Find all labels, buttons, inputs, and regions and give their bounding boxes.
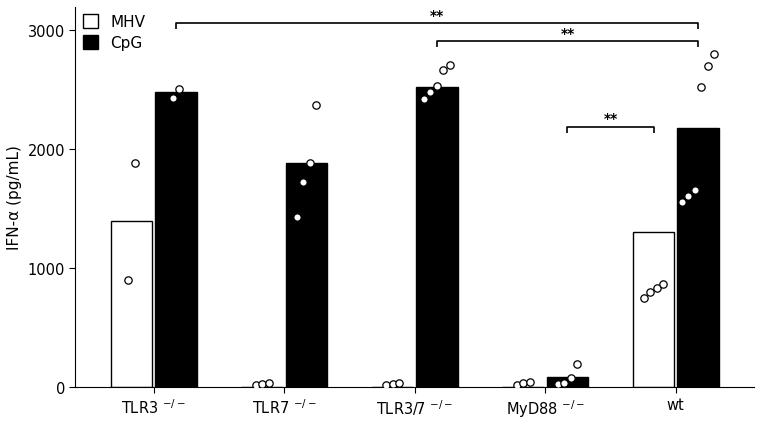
Point xyxy=(565,375,577,382)
Point xyxy=(645,289,657,296)
Point xyxy=(708,52,721,58)
Point xyxy=(517,380,529,387)
Bar xyxy=(155,93,197,387)
Point xyxy=(418,97,430,104)
Point xyxy=(571,361,583,368)
Point xyxy=(173,86,185,93)
Point xyxy=(425,89,437,96)
Point xyxy=(676,199,688,205)
Point xyxy=(444,62,456,69)
Point xyxy=(524,379,536,386)
Point xyxy=(250,381,262,388)
Point xyxy=(638,295,650,302)
Point xyxy=(387,381,399,388)
Bar xyxy=(677,129,719,387)
Point xyxy=(658,280,670,287)
Point xyxy=(123,277,135,284)
Bar xyxy=(546,377,588,387)
Text: **: ** xyxy=(603,112,618,126)
Point xyxy=(304,161,316,167)
Point xyxy=(431,83,443,90)
Y-axis label: IFN-α (pg/mL): IFN-α (pg/mL) xyxy=(7,145,22,250)
Text: **: ** xyxy=(430,9,444,23)
Bar xyxy=(416,88,458,387)
Point xyxy=(256,381,268,388)
Point xyxy=(438,67,450,74)
Point xyxy=(702,63,714,70)
Text: **: ** xyxy=(560,27,575,41)
Point xyxy=(552,381,564,388)
Bar xyxy=(285,164,327,387)
Bar xyxy=(632,233,674,387)
Point xyxy=(297,180,309,187)
Point xyxy=(263,380,275,387)
Point xyxy=(380,381,392,388)
Point xyxy=(511,381,523,388)
Point xyxy=(558,380,570,387)
Legend: MHV, CpG: MHV, CpG xyxy=(83,15,145,52)
Point xyxy=(682,193,694,199)
Point xyxy=(689,187,701,193)
Point xyxy=(310,103,323,109)
Point xyxy=(651,285,663,292)
Point xyxy=(129,161,141,167)
Point xyxy=(291,214,303,221)
Bar xyxy=(110,221,152,387)
Point xyxy=(695,85,707,92)
Point xyxy=(167,95,179,102)
Point xyxy=(393,380,405,387)
